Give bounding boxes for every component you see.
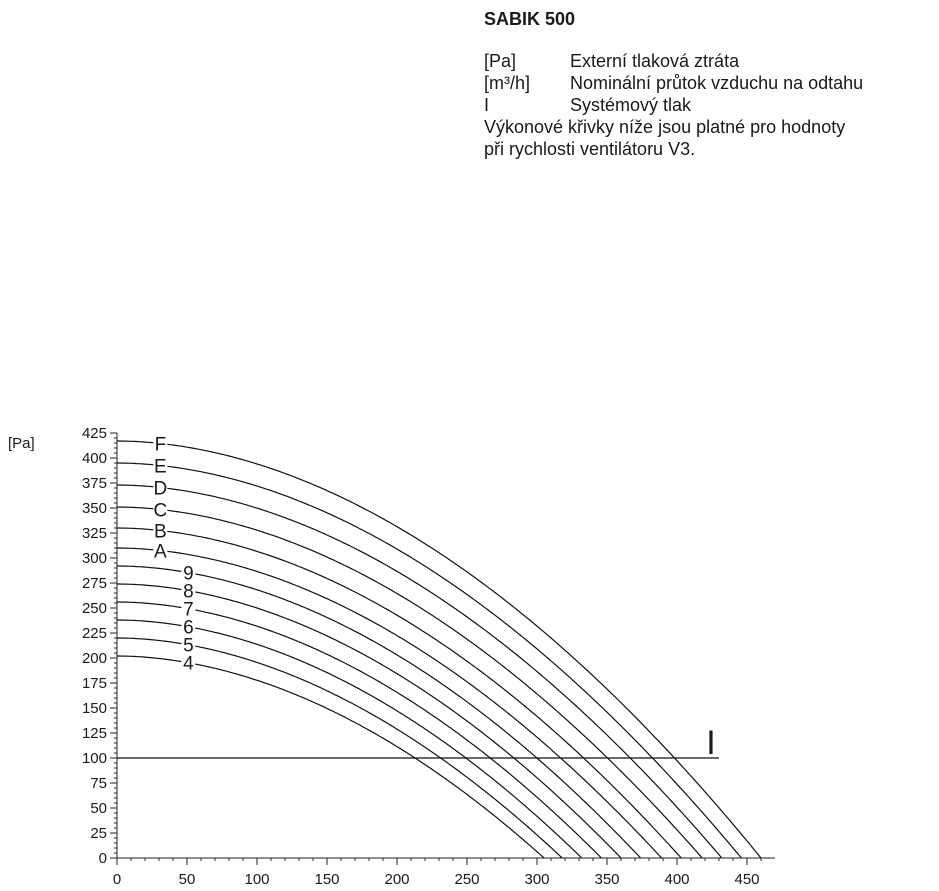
axes: 0255075100125150175200225250275300325350… [82, 425, 775, 888]
curve-8 [117, 583, 182, 591]
y-tick-label: 400 [82, 450, 107, 467]
curve-E [167, 465, 742, 859]
y-tick-label: 100 [82, 750, 107, 767]
x-tick-label: 100 [244, 871, 269, 888]
x-tick-label: 250 [454, 871, 479, 888]
y-tick-label: 225 [82, 625, 107, 642]
legend-title: SABIK 500 [484, 9, 576, 29]
legend-note: při rychlosti ventilátoru V3. [484, 139, 696, 159]
legend-row: I Systémový tlak [484, 94, 863, 116]
x-tick-label: 0 [113, 871, 121, 888]
legend: SABIK 500 [Pa] Externí tlaková ztráta [m… [484, 8, 863, 160]
curve-D [167, 487, 723, 859]
y-tick-label: 25 [90, 825, 107, 842]
legend-text: Systémový tlak [570, 95, 692, 115]
curve-E [117, 462, 154, 466]
y-tick-label: 50 [90, 800, 107, 817]
curve-6 [195, 627, 583, 859]
curves [117, 440, 762, 859]
y-tick-label: 350 [82, 500, 107, 517]
curve-8 [195, 591, 622, 859]
legend-key: [Pa] [484, 51, 517, 71]
y-tick-label: 375 [82, 475, 107, 492]
y-tick-label: 275 [82, 575, 107, 592]
curve-9 [195, 573, 642, 859]
x-tick-label: 300 [524, 871, 549, 888]
y-tick-label: 300 [82, 550, 107, 567]
curve-C [167, 509, 703, 859]
curve-label-8: 8 [183, 581, 194, 602]
curve-label-A: A [154, 541, 167, 562]
y-tick-label: 325 [82, 525, 107, 542]
curve-9 [117, 565, 182, 572]
curve-7 [117, 601, 182, 609]
curve-B [167, 530, 682, 859]
system-line-label: I [706, 724, 715, 762]
legend-text: Externí tlaková ztráta [570, 51, 740, 71]
system-pressure-line: I [117, 724, 719, 762]
curve-label-B: B [154, 521, 167, 542]
curve-4 [195, 663, 545, 859]
legend-text: Nominální průtok vzduchu na odtahu [570, 73, 864, 93]
curve-F [117, 440, 154, 444]
curve-C [117, 506, 154, 510]
y-tick-label: 175 [82, 675, 107, 692]
curve-7 [195, 609, 602, 859]
curve-A [117, 547, 154, 551]
curve-F [167, 443, 762, 859]
legend-row: [m³/h] Nominální průtok vzduchu na odtah… [484, 72, 863, 94]
y-tick-label: 425 [82, 425, 107, 442]
curve-A [167, 550, 663, 859]
legend-row: [Pa] Externí tlaková ztráta [484, 50, 863, 72]
curve-label-9: 9 [183, 563, 194, 584]
y-tick-label: 200 [82, 650, 107, 667]
x-tick-label: 150 [314, 871, 339, 888]
y-axis-label: [Pa] [8, 435, 35, 452]
legend-note: Výkonové křivky níže jsou platné pro hod… [484, 117, 846, 137]
legend-key: [m³/h] [484, 73, 531, 93]
y-tick-label: 125 [82, 725, 107, 742]
curve-5 [117, 637, 182, 645]
curve-6 [117, 619, 182, 627]
curve-4 [117, 655, 182, 663]
y-tick-label: 0 [99, 850, 107, 867]
curve-label-7: 7 [183, 599, 194, 620]
curve-label-5: 5 [183, 636, 194, 657]
x-tick-label: 400 [664, 871, 689, 888]
curve-label-C: C [154, 500, 168, 521]
legend-key: I [484, 95, 490, 115]
curve-B [117, 527, 154, 531]
y-tick-label: 75 [90, 775, 107, 792]
curve-label-F: F [155, 434, 167, 455]
curve-label-6: 6 [183, 618, 194, 639]
y-tick-label: 250 [82, 600, 107, 617]
x-tick-label: 200 [384, 871, 409, 888]
curve-label-D: D [154, 478, 168, 499]
x-tick-label: 350 [594, 871, 619, 888]
curve-label-E: E [154, 456, 167, 477]
y-tick-label: 150 [82, 700, 107, 717]
curve-label-4: 4 [183, 654, 194, 675]
x-tick-label: 50 [179, 871, 196, 888]
curve-D [117, 484, 154, 488]
curve-5 [195, 645, 563, 859]
x-tick-label: 450 [734, 871, 759, 888]
